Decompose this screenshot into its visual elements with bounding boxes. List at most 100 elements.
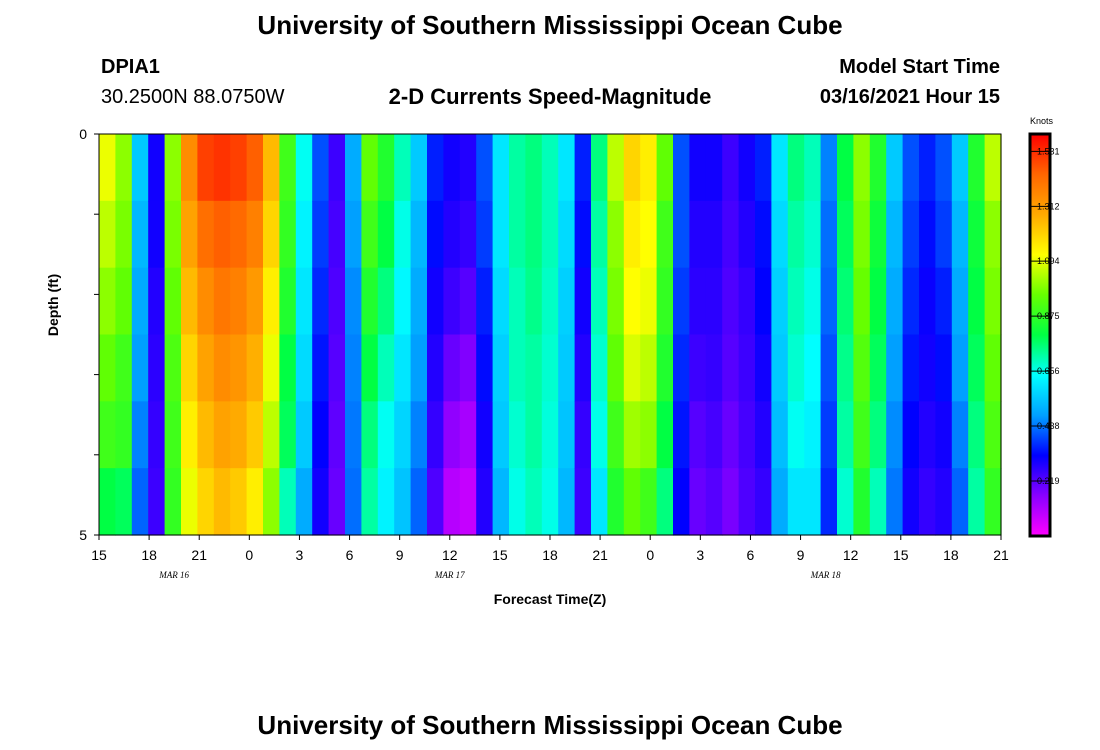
heatmap-cell	[869, 200, 887, 269]
heatmap-cell	[722, 200, 740, 269]
heatmap-cell	[591, 200, 608, 269]
heatmap-cell	[968, 200, 986, 269]
heatmap-cell	[427, 401, 444, 469]
heatmap-cell	[558, 334, 576, 402]
heatmap-cell	[246, 200, 264, 269]
heatmap-cell	[705, 267, 723, 336]
heatmap-cell	[394, 267, 412, 336]
x-tick-label: 18	[542, 547, 558, 563]
heatmap-cell	[492, 267, 510, 336]
heatmap-cell	[919, 134, 936, 202]
heatmap-cell	[607, 134, 625, 202]
colorbar-gradient	[1028, 132, 1052, 538]
heatmap-cell	[919, 334, 936, 402]
heatmap-cell	[230, 334, 248, 402]
heatmap-cell	[558, 134, 576, 202]
heatmap-cell	[574, 267, 592, 336]
heatmap-cell	[427, 134, 444, 202]
heatmap-cell	[984, 267, 1002, 336]
heatmap-cell	[213, 468, 231, 536]
heatmap-cell	[99, 134, 116, 202]
heatmap-cell	[689, 468, 707, 536]
heatmap-cell	[886, 468, 904, 536]
heatmap-cell	[722, 134, 740, 202]
heatmap-cell	[197, 267, 215, 336]
heatmap-cell	[673, 267, 690, 336]
heatmap-cell	[755, 334, 772, 402]
heatmap-cell	[492, 468, 510, 536]
heatmap-cell	[902, 468, 920, 536]
heatmap-cell	[148, 200, 166, 269]
heatmap-cell	[820, 267, 838, 336]
heatmap-cell	[951, 468, 969, 536]
heatmap-cell	[295, 334, 313, 402]
heatmap-cell	[476, 334, 494, 402]
heatmap-cell	[804, 134, 822, 202]
x-tick-label: 3	[696, 547, 704, 563]
station-id: DPIA1	[101, 56, 160, 78]
heatmap-cell	[755, 134, 772, 202]
heatmap-cell	[902, 200, 920, 269]
heatmap-cell	[509, 200, 526, 269]
heatmap-cell	[263, 401, 280, 469]
heatmap-cell	[951, 334, 969, 402]
heatmap-cell	[820, 468, 838, 536]
heatmap-cell	[656, 267, 674, 336]
heatmap-cell	[476, 401, 494, 469]
heatmap-cell	[377, 134, 395, 202]
heatmap-cell	[541, 134, 559, 202]
heatmap-cell	[476, 468, 494, 536]
heatmap-cell	[574, 468, 592, 536]
x-tick-label: 15	[492, 547, 508, 563]
date-label: MAR 18	[810, 570, 841, 580]
heatmap-cell	[804, 468, 822, 536]
heatmap-cell	[623, 334, 641, 402]
heatmap-cell	[459, 267, 477, 336]
heatmap-cell	[427, 200, 444, 269]
heatmap-cell	[886, 334, 904, 402]
heatmap-cell	[984, 200, 1002, 269]
heatmap-cell	[230, 401, 248, 469]
heatmap-cell	[869, 401, 887, 469]
heatmap-cell	[689, 267, 707, 336]
heatmap-cell	[738, 401, 756, 469]
x-tick-label: 21	[592, 547, 608, 563]
heatmap-cells	[99, 134, 1002, 536]
heatmap-cell	[591, 267, 608, 336]
heatmap-cell	[492, 401, 510, 469]
heatmap-cell	[607, 401, 625, 469]
heatmap-cell	[525, 267, 543, 336]
heatmap-cell	[935, 134, 953, 202]
heatmap-cell	[509, 134, 526, 202]
heatmap-cell	[574, 401, 592, 469]
heatmap-cell	[787, 468, 805, 536]
heatmap-cell	[115, 334, 133, 402]
heatmap-cell	[623, 267, 641, 336]
heatmap-cell	[230, 468, 248, 536]
heatmap-cell	[673, 200, 690, 269]
date-labels: MAR 16 MAR 17 MAR 18	[158, 570, 841, 580]
heatmap-cell	[361, 200, 379, 269]
heatmap-cell	[164, 334, 182, 402]
colorbar: 0.219 0.438 0.656 0.875 1.094 1.312 1.531	[1028, 132, 1060, 538]
heatmap-cell	[607, 468, 625, 536]
heatmap-cell	[213, 134, 231, 202]
heatmap-cell	[361, 468, 379, 536]
heatmap-cell	[279, 334, 297, 402]
heatmap-cell	[246, 267, 264, 336]
heatmap-cell	[558, 401, 576, 469]
heatmap-cell	[164, 401, 182, 469]
heatmap-cell	[443, 267, 461, 336]
heatmap-cell	[279, 468, 297, 536]
x-tick-label: 18	[141, 547, 157, 563]
heatmap-cell	[427, 468, 444, 536]
heatmap-cell	[755, 200, 772, 269]
colorbar-tick-label: 1.531	[1037, 146, 1060, 156]
heatmap-cell	[525, 134, 543, 202]
heatmap-cell	[492, 200, 510, 269]
heatmap-cell	[197, 334, 215, 402]
heatmap-cell	[673, 468, 690, 536]
x-tick-label: 12	[442, 547, 458, 563]
heatmap-cell	[820, 334, 838, 402]
heatmap-cell	[853, 200, 871, 269]
